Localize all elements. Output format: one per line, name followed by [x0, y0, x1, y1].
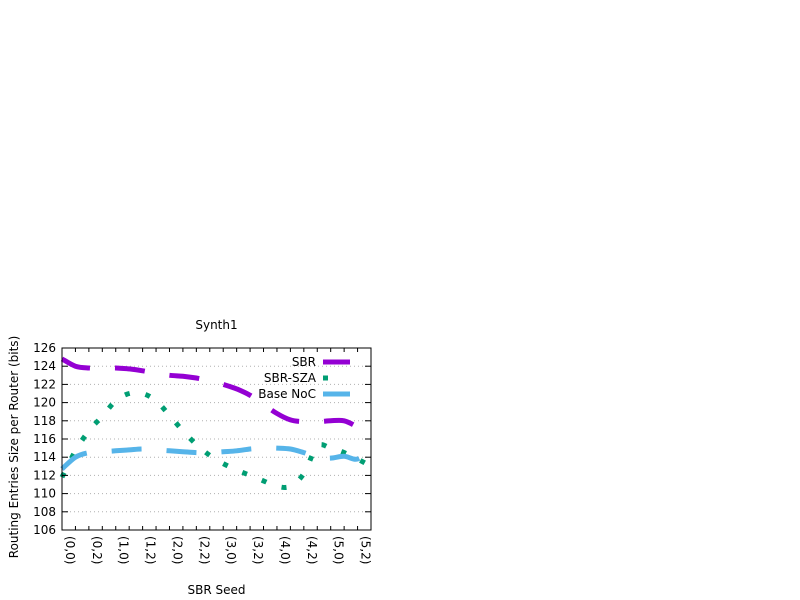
y-axis-label: Routing Entries Size per Router (bits) [7, 336, 21, 558]
legend-label-1: SBR-SZA [264, 371, 317, 385]
y-tick-label: 106 [33, 523, 56, 537]
x-tick-label: (5,0) [332, 536, 346, 564]
y-tick-label: 120 [33, 396, 56, 410]
x-tick-label: (0,0) [63, 536, 77, 564]
x-tick-label: (2,2) [197, 536, 211, 564]
x-tick-label: (3,0) [224, 536, 238, 564]
y-tick-label: 122 [33, 377, 56, 391]
y-axis-ticks: 106 108 110 112 114 116 118 120 122 124 126 [33, 341, 371, 537]
y-tick-label: 112 [33, 468, 56, 482]
y-tick-label: 116 [33, 432, 56, 446]
legend: SBR SBR-SZA Base NoC [258, 355, 350, 401]
legend-label-2: Base NoC [258, 387, 316, 401]
series-line-1 [59, 390, 373, 490]
x-tick-label: (1,0) [117, 536, 131, 564]
plot-frame [61, 347, 372, 531]
x-tick-label: (4,2) [305, 536, 319, 564]
y-tick-label: 108 [33, 505, 56, 519]
x-tick-label: (3,2) [251, 536, 265, 564]
x-tick-label: (0,2) [90, 536, 104, 564]
grid-lines [62, 365, 371, 513]
y-tick-label: 114 [33, 450, 56, 464]
legend-label-0: SBR [292, 355, 316, 369]
series-line-0 [60, 356, 373, 439]
series-lines [59, 356, 373, 490]
y-tick-label: 118 [33, 414, 56, 428]
y-tick-label: 110 [33, 487, 56, 501]
x-tick-label: (4,0) [278, 536, 292, 564]
y-tick-label: 124 [33, 359, 56, 373]
x-tick-label: (1,2) [144, 536, 158, 564]
series-line-2 [60, 445, 373, 471]
y-tick-label: 126 [33, 341, 56, 355]
x-tick-label: (2,0) [170, 536, 184, 564]
chart-title: Synth1 [195, 318, 237, 332]
x-axis-ticks: (0,0) (0,2) (1,0) (1,2) (2,0) (2,2) (3,0) (3,2)… [61, 348, 373, 564]
x-tick-label: (5,2) [359, 536, 373, 564]
x-axis-label: SBR Seed [187, 583, 245, 597]
